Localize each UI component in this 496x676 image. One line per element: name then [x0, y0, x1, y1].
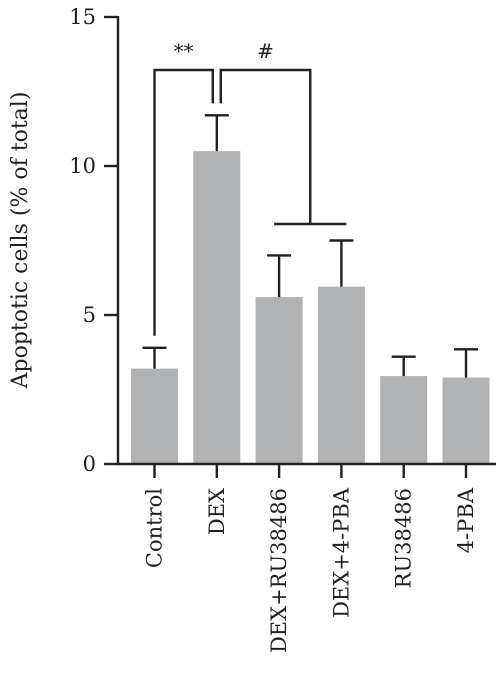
error-bar-dex-ru38486: [267, 254, 292, 298]
significance-annotations: ** #: [153, 39, 347, 336]
y-tick-label-10: 10: [69, 154, 96, 178]
error-bar-ru38486: [391, 355, 416, 377]
bar-dex-4-pba: [317, 286, 365, 464]
bars-layer: [131, 151, 490, 464]
error-bar-control: [142, 346, 167, 369]
bar-dex: [193, 151, 241, 464]
x-tick-label-control: Control: [143, 488, 167, 568]
y-tick-label-0: 0: [83, 452, 96, 476]
bar-ru38486: [380, 376, 428, 464]
error-bar-dex-4-pba: [329, 239, 354, 287]
x-ticks-layer: Control DEX DEX+RU38486 DEX+4-PBA RU38486 4-P…: [143, 464, 478, 653]
significance-bracket-control-dex: **: [153, 39, 214, 336]
bar-4-pba: [442, 377, 490, 464]
y-axis-title: Apoptotic cells (% of total): [8, 92, 33, 390]
x-tick-label-dex-4-pba: DEX+4-PBA: [329, 487, 353, 618]
x-tick-label-4-pba: 4-PBA: [454, 487, 478, 553]
error-bars-layer: [142, 114, 478, 378]
x-tick-label-dex-ru38486: DEX+RU38486: [267, 488, 291, 653]
x-tick-label-ru38486: RU38486: [392, 488, 416, 588]
significance-label-double-star: **: [174, 39, 194, 63]
bar-dex-ru38486: [255, 297, 303, 464]
bar-control: [131, 368, 178, 464]
significance-label-hash: #: [257, 39, 274, 63]
y-tick-label-15: 15: [69, 5, 96, 29]
y-ticks-layer: 0 5 10 15: [69, 5, 118, 476]
y-tick-label-5: 5: [83, 303, 96, 327]
x-tick-label-dex: DEX: [205, 488, 229, 535]
error-bar-4-pba: [454, 348, 478, 378]
significance-bracket-dex-combined: #: [219, 39, 347, 226]
axes-layer: [116, 16, 496, 466]
error-bar-dex: [204, 114, 229, 152]
